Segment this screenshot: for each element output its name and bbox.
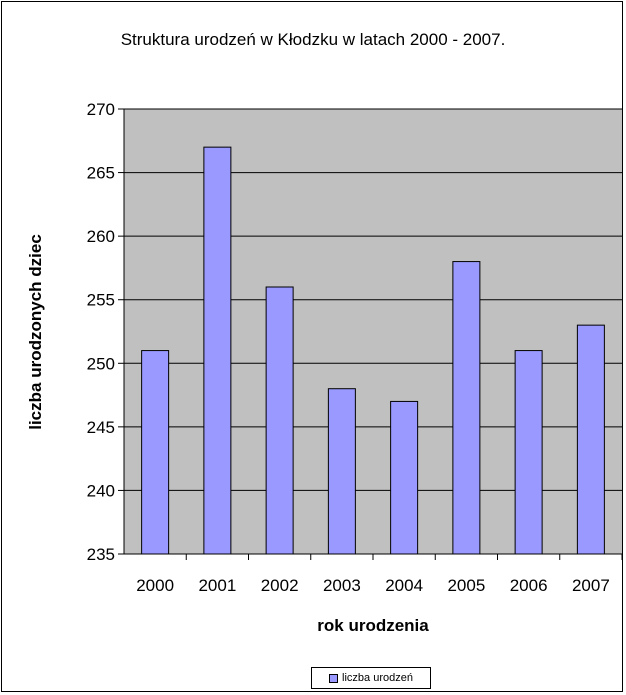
legend-swatch (329, 673, 339, 683)
x-tick-label: 2007 (572, 576, 610, 595)
x-axis-label: rok urodzenia (317, 616, 429, 635)
x-tick-label: 2006 (510, 576, 548, 595)
y-tick-label: 265 (87, 164, 115, 183)
x-tick-label: 2004 (385, 576, 423, 595)
bar-2000 (141, 350, 170, 555)
y-tick-label: 235 (87, 545, 115, 564)
y-tick-label: 255 (87, 291, 115, 310)
legend: liczba urodzeń (311, 667, 431, 689)
x-tick-label: 2002 (261, 576, 299, 595)
bar-2005 (452, 261, 481, 555)
bars (141, 146, 605, 555)
bar-2004 (390, 400, 419, 555)
x-tick-label: 2001 (198, 576, 236, 595)
tick-labels: 235 240 245 250 255 260 265 270 2000 2001 2002 2003… (87, 100, 610, 595)
x-tick-label: 2000 (136, 576, 174, 595)
legend-label: liczba urodzeń (342, 672, 413, 684)
axes (118, 108, 623, 560)
chart-title: Struktura urodzeń w Kłodzku w latach 200… (120, 30, 506, 49)
bar-2001 (203, 146, 232, 555)
y-tick-label: 245 (87, 418, 115, 437)
y-axis-label: liczba urodzonych dziec (26, 234, 45, 430)
plot-area (124, 109, 622, 554)
y-tick-label: 260 (87, 227, 115, 246)
bar-2006 (514, 350, 543, 555)
bar-2007 (576, 324, 605, 555)
x-tick-label: 2003 (323, 576, 361, 595)
y-tick-label: 270 (87, 100, 115, 119)
y-tick-label: 250 (87, 354, 115, 373)
x-tick-label: 2005 (447, 576, 485, 595)
bar-2002 (265, 286, 294, 555)
y-tick-label: 240 (87, 481, 115, 500)
bar-2003 (327, 388, 356, 555)
